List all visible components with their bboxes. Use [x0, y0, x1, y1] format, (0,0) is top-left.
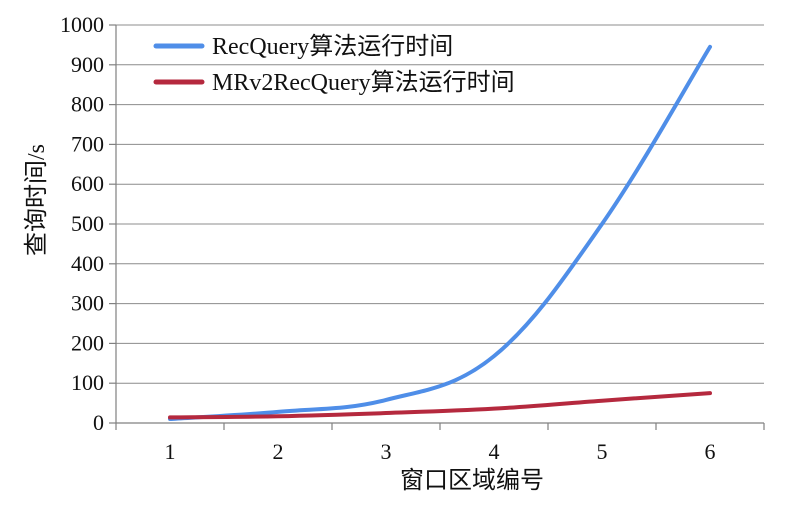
y-tick-label: 900 — [71, 52, 104, 77]
y-tick-label: 200 — [71, 330, 104, 355]
y-tick-label: 700 — [71, 131, 104, 156]
y-tick-label: 400 — [71, 251, 104, 276]
series-lines — [168, 44, 712, 422]
x-tick-label: 1 — [165, 439, 176, 464]
y-tick-label: 1000 — [60, 12, 104, 37]
legend: RecQuery算法运行时间 MRv2RecQuery算法运行时间 — [153, 33, 515, 96]
y-tick-label: 600 — [71, 171, 104, 196]
grid-lines — [116, 24, 764, 384]
y-tick-label: 800 — [71, 92, 104, 117]
series-line-1 — [168, 44, 712, 422]
y-tick-label: 500 — [71, 211, 104, 236]
x-tick-label: 2 — [273, 439, 284, 464]
y-tick-label: 0 — [93, 410, 104, 435]
legend-label-2: MRv2RecQuery算法运行时间 — [212, 69, 515, 96]
x-tick-label: 6 — [705, 439, 716, 464]
y-tick-label: 300 — [71, 291, 104, 316]
x-tick-label: 4 — [489, 439, 500, 464]
y-tick-label: 100 — [71, 370, 104, 395]
x-tick-label: 5 — [597, 439, 608, 464]
y-axis-ticks: 0 100 200 300 400 500 600 700 800 900 1000 — [60, 12, 116, 435]
legend-label-1: RecQuery算法运行时间 — [212, 33, 453, 60]
x-tick-label: 3 — [381, 439, 392, 464]
x-axis-ticks: 1 2 3 4 5 6 — [115, 423, 765, 464]
series-line-2 — [168, 391, 712, 420]
x-axis-title: 窗口区域编号 — [400, 467, 544, 494]
y-axis-title: 查询时间/s — [23, 144, 50, 256]
